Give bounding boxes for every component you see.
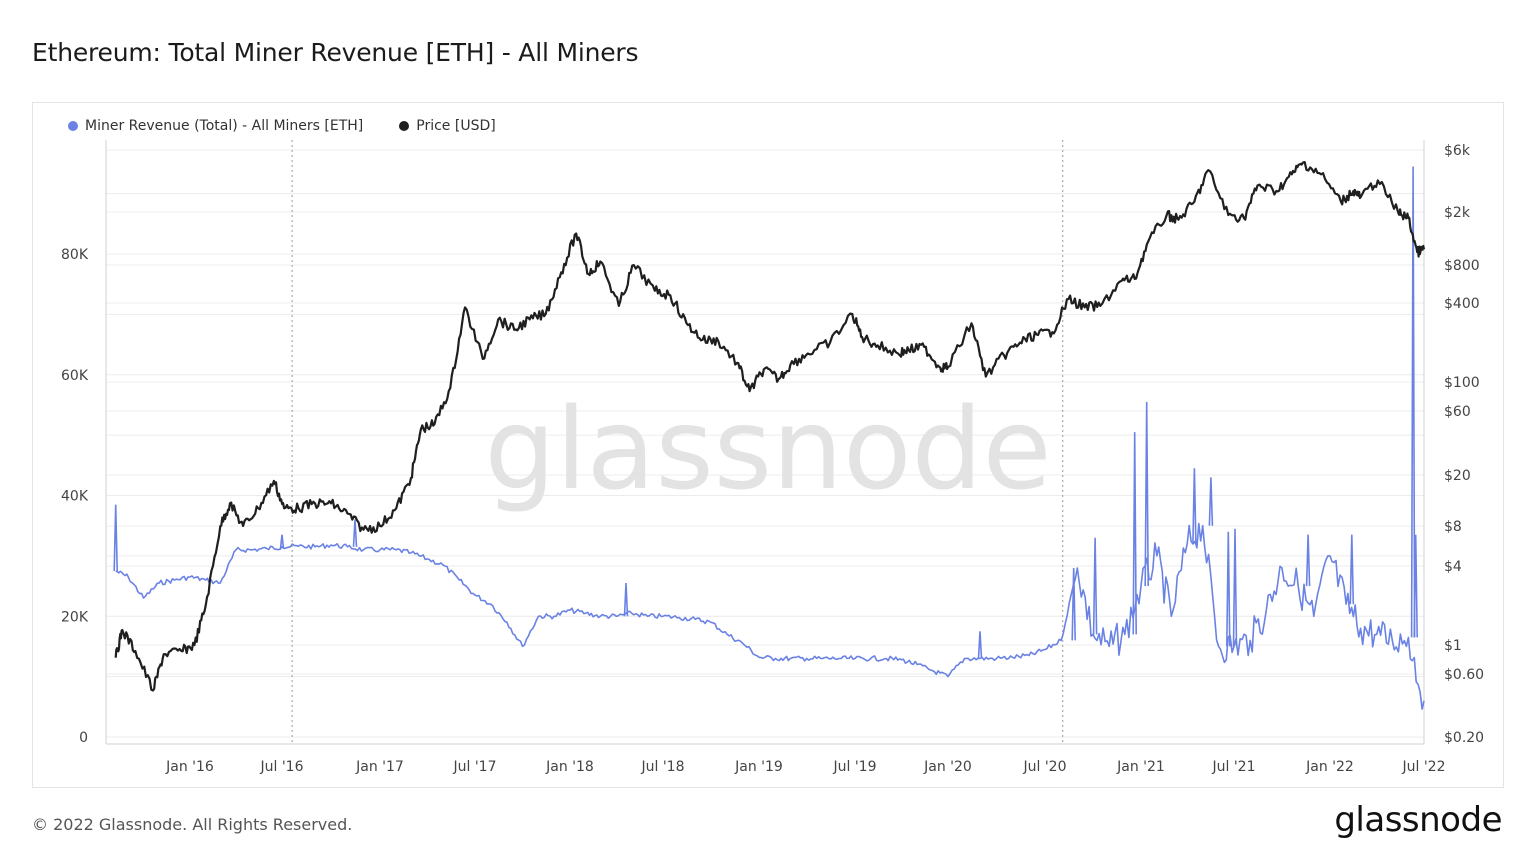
y-left-tick-label: 0: [79, 730, 88, 746]
y-right-tick-label: $0.60: [1444, 667, 1484, 683]
x-tick-label: Jan '16: [165, 759, 214, 775]
revenue-spike: [1410, 166, 1416, 638]
y-left-tick-label: 20K: [61, 609, 89, 625]
revenue-spike: [352, 519, 358, 547]
y-right-tick-label: $800: [1444, 258, 1480, 274]
price-series-line: [114, 161, 1426, 692]
y-right-tick-label: $100: [1444, 375, 1480, 391]
y-right-tick-label: $400: [1444, 296, 1480, 312]
y-right-tick-label: $4: [1444, 559, 1462, 575]
revenue-spike: [1092, 537, 1098, 635]
legend-label-price: Price [USD]: [416, 118, 496, 134]
watermark-text: glassnode: [484, 385, 1051, 515]
y-right-tick-label: $6k: [1444, 143, 1471, 159]
brand-logo: glassnode: [1334, 800, 1502, 840]
revenue-spike: [1305, 534, 1311, 587]
x-tick-label: Jan '19: [734, 759, 783, 775]
revenue-spike: [977, 631, 983, 659]
revenue-spike: [279, 534, 285, 549]
grid-lines: [106, 149, 1424, 738]
revenue-spike: [1071, 567, 1076, 641]
x-tick-label: Jul '18: [640, 759, 684, 775]
y-left-tick-label: 80K: [61, 247, 89, 263]
x-tick-label: Jul '21: [1211, 759, 1255, 775]
y-left-tick-label: 40K: [61, 489, 89, 505]
revenue-spike: [1144, 401, 1149, 587]
legend-swatch-revenue: [68, 121, 78, 131]
y-left-tick-label: 60K: [61, 368, 89, 384]
y-right-tick-label: $2k: [1444, 205, 1471, 221]
revenue-spike: [1413, 534, 1418, 638]
legend: Miner Revenue (Total) - All Miners [ETH]…: [68, 118, 496, 134]
y-right-tick-label: $1: [1444, 638, 1462, 654]
revenue-spike: [623, 582, 629, 617]
chart-title: Ethereum: Total Miner Revenue [ETH] - Al…: [32, 38, 639, 67]
y-right-tick-label: $8: [1444, 519, 1462, 535]
legend-label-revenue: Miner Revenue (Total) - All Miners [ETH]: [85, 118, 364, 134]
y-right-tick-label: $20: [1444, 468, 1471, 484]
x-tick-label: Jul '22: [1401, 759, 1445, 775]
revenue-spike: [1192, 468, 1197, 544]
revenue-spike: [1132, 432, 1137, 635]
legend-swatch-price: [399, 121, 410, 131]
revenue-series-line: [115, 522, 1425, 710]
revenue-spike: [1232, 528, 1238, 647]
x-tick-label: Jul '20: [1022, 759, 1066, 775]
x-tick-label: Jan '20: [923, 759, 972, 775]
x-tick-label: Jul '17: [452, 759, 496, 775]
x-tick-label: Jan '18: [545, 759, 594, 775]
y-right-tick-label: $0.20: [1444, 730, 1484, 746]
revenue-spike: [1349, 534, 1355, 605]
copyright-text: © 2022 Glassnode. All Rights Reserved.: [32, 815, 353, 834]
y-right-tick-label: $60: [1444, 404, 1471, 420]
x-tick-label: Jan '22: [1305, 759, 1354, 775]
revenue-spike: [113, 504, 118, 572]
x-tick-label: Jan '21: [1116, 759, 1165, 775]
legend-item-revenue[interactable]: Miner Revenue (Total) - All Miners [ETH]: [68, 118, 363, 134]
x-tick-label: Jan '17: [355, 759, 404, 775]
x-tick-label: Jul '16: [259, 759, 303, 775]
revenue-spike: [1226, 531, 1231, 647]
x-tick-label: Jul '19: [832, 759, 876, 775]
revenue-spike: [1208, 477, 1214, 526]
legend-item-price[interactable]: Price [USD]: [399, 118, 496, 134]
revenue-spikes: [113, 166, 1418, 659]
